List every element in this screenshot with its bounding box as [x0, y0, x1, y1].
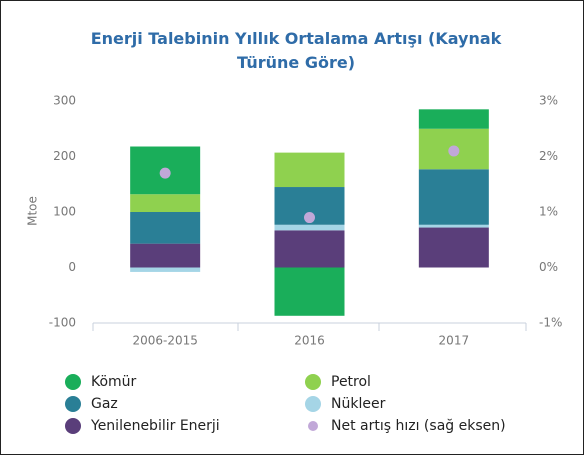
net-point: [448, 145, 460, 157]
bar-segment: [274, 267, 345, 316]
x-tick-label: 2016: [294, 334, 325, 348]
bar-segment: [274, 230, 345, 268]
bar-segment: [274, 224, 345, 231]
x-tick-label: 2006-2015: [132, 334, 197, 348]
net-point: [159, 167, 171, 179]
legend-marker: [305, 396, 321, 412]
legend-marker: [65, 396, 81, 412]
y2-tick-label: 1%: [539, 205, 558, 219]
legend-label: Petrol: [331, 374, 371, 390]
y2-tick-label: 3%: [539, 94, 558, 108]
bar-segment: [418, 169, 489, 225]
bar-segment: [418, 224, 489, 228]
y-tick-label: -100: [49, 316, 76, 330]
bar-segment: [418, 227, 489, 268]
legend-marker: [65, 418, 81, 434]
net-point: [304, 212, 315, 224]
chart-title: Enerji Talebinin Yıllık Ortalama Artışı …: [90, 29, 502, 72]
y-tick-label: 0: [68, 260, 76, 274]
legend-marker: [308, 421, 318, 431]
y-tick-label: 300: [53, 94, 76, 108]
legend-label: Net artış hızı (sağ eksen): [331, 418, 506, 434]
bar-segment: [274, 152, 345, 188]
y2-tick-label: 0%: [539, 260, 558, 274]
legend-marker: [65, 374, 81, 390]
legend-marker: [305, 374, 321, 390]
legend-label: Kömür: [91, 374, 137, 390]
bar-segment: [130, 194, 201, 212]
legend-label: Nükleer: [331, 396, 386, 412]
bar-segment: [130, 243, 201, 268]
bar-segment: [418, 109, 489, 129]
x-tick-label: 2017: [439, 334, 470, 348]
y2-tick-label: -1%: [539, 316, 562, 330]
legend-label: Yenilenebilir Enerji: [90, 418, 220, 434]
legend-label: Gaz: [91, 396, 118, 412]
bar-segment: [130, 267, 201, 272]
y-tick-label: 100: [53, 205, 76, 219]
y-tick-label: 200: [53, 149, 76, 163]
y2-tick-label: 2%: [539, 149, 558, 163]
bar-segment: [130, 212, 201, 244]
y-axis-label: Mtoe: [26, 196, 40, 226]
